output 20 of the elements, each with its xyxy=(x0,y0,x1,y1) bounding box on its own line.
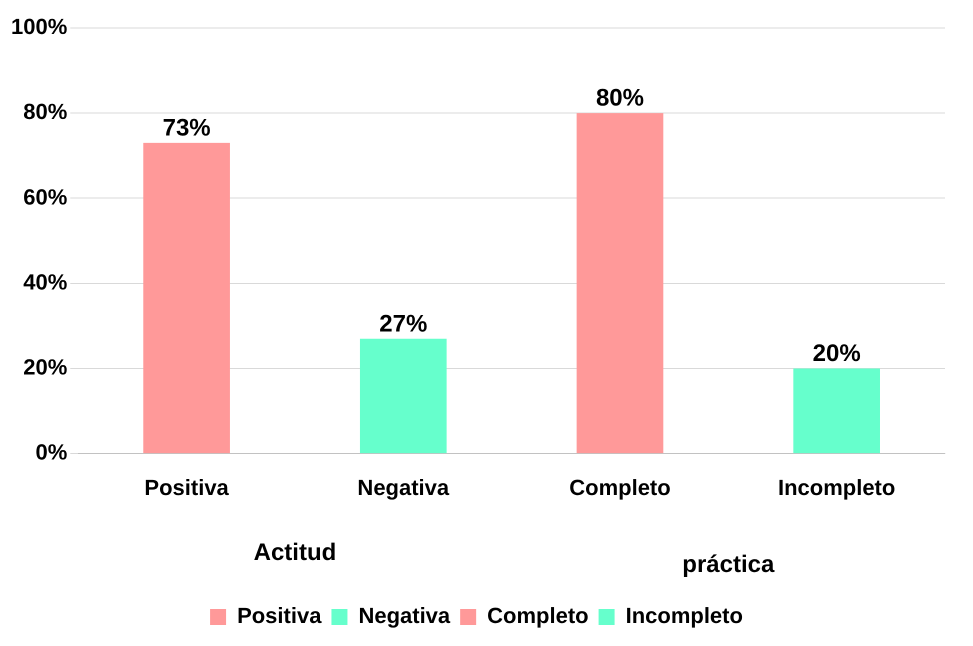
y-tick-label: 0% xyxy=(35,440,68,465)
y-tick-label: 60% xyxy=(23,184,68,210)
legend-label: Negativa xyxy=(358,603,451,628)
data-label: 20% xyxy=(812,340,861,368)
y-tick-label: 40% xyxy=(23,269,68,294)
legend-label: Completo xyxy=(487,603,589,628)
x-tick-label: Negativa xyxy=(357,474,450,500)
text: Actitud xyxy=(254,539,336,566)
y-tick-label: 20% xyxy=(23,354,68,380)
x-tick-label: Incompleto xyxy=(778,474,896,500)
data-label: 27% xyxy=(379,310,428,338)
x-tick-label: Positiva xyxy=(144,474,230,500)
data-label: 73% xyxy=(162,114,211,142)
x-tick-label: Completo xyxy=(569,474,671,500)
y-tick-label: 80% xyxy=(23,99,68,124)
text: práctica xyxy=(682,551,775,578)
y-tick-label: 100% xyxy=(10,14,68,40)
data-label: 80% xyxy=(596,84,644,112)
legend-label: Incompleto xyxy=(626,603,743,628)
legend-label: Positiva xyxy=(237,603,322,628)
